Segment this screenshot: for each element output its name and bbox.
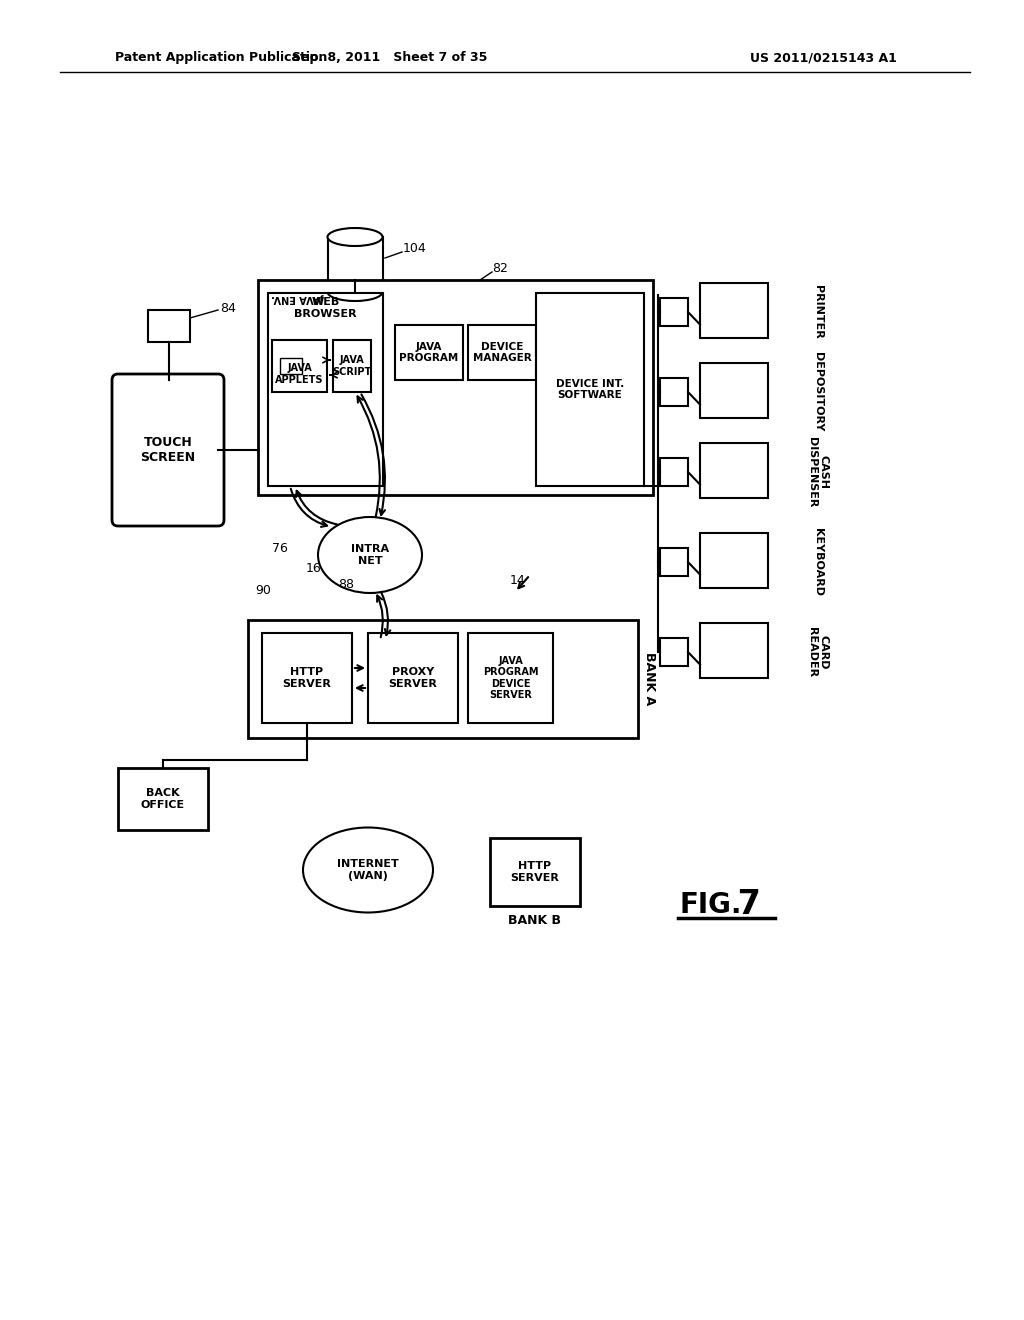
Bar (700, 533, 768, 587)
Text: 7: 7 (726, 888, 761, 921)
Bar (490, 838, 580, 906)
Bar (368, 634, 458, 723)
Bar (118, 768, 208, 830)
Text: BACK
OFFICE: BACK OFFICE (141, 788, 185, 809)
Text: 84: 84 (220, 301, 236, 314)
Text: BANK A: BANK A (643, 652, 656, 706)
Text: US 2011/0215143 A1: US 2011/0215143 A1 (750, 51, 897, 65)
Text: JAVA
PROGRAM
DEVICE
SERVER: JAVA PROGRAM DEVICE SERVER (482, 656, 539, 701)
Bar (468, 634, 553, 723)
Bar (248, 620, 638, 738)
Text: 88: 88 (338, 578, 354, 591)
Text: JAVA
PROGRAM: JAVA PROGRAM (399, 342, 459, 363)
Text: INTRA
NET: INTRA NET (351, 544, 389, 566)
Bar (700, 282, 768, 338)
Text: PROXY
SERVER: PROXY SERVER (388, 667, 437, 689)
Bar (468, 325, 536, 380)
Text: FIG.: FIG. (680, 891, 742, 919)
Text: HTTP
SERVER: HTTP SERVER (283, 667, 332, 689)
Bar (272, 341, 327, 392)
Text: JAVA ENV.: JAVA ENV. (271, 293, 325, 304)
Bar (280, 358, 302, 374)
Text: BANK B: BANK B (509, 913, 561, 927)
Text: 82: 82 (493, 261, 508, 275)
Ellipse shape (318, 517, 422, 593)
Bar (660, 458, 688, 486)
Bar (660, 638, 688, 667)
Text: DEPOSITORY: DEPOSITORY (813, 352, 823, 432)
Text: JAVA
APPLETS: JAVA APPLETS (275, 363, 324, 385)
Bar (328, 238, 383, 292)
Bar (395, 325, 463, 380)
Bar (148, 310, 190, 342)
Bar (660, 378, 688, 407)
Text: 104: 104 (403, 242, 427, 255)
Text: TOUCH
SCREEN: TOUCH SCREEN (140, 436, 196, 465)
Text: 76: 76 (272, 541, 288, 554)
Bar (660, 548, 688, 576)
Text: HTTP
SERVER: HTTP SERVER (511, 861, 559, 883)
Text: CARD
READER: CARD READER (807, 627, 828, 677)
Bar (536, 293, 644, 486)
Text: Sep. 8, 2011   Sheet 7 of 35: Sep. 8, 2011 Sheet 7 of 35 (292, 51, 487, 65)
Text: Patent Application Publication: Patent Application Publication (115, 51, 328, 65)
Bar (660, 298, 688, 326)
Bar (268, 293, 383, 486)
Text: DEVICE INT.
SOFTWARE: DEVICE INT. SOFTWARE (556, 379, 624, 400)
Ellipse shape (303, 828, 433, 912)
Bar (262, 634, 352, 723)
Ellipse shape (328, 228, 383, 246)
Text: PRINTER: PRINTER (813, 285, 823, 339)
Bar (700, 444, 768, 498)
Text: KEYBOARD: KEYBOARD (813, 528, 823, 597)
FancyBboxPatch shape (112, 374, 224, 525)
Bar (700, 363, 768, 418)
Text: JAVA
SCRIPT: JAVA SCRIPT (333, 355, 372, 376)
Text: WEB
BROWSER: WEB BROWSER (294, 297, 356, 319)
Text: 16: 16 (306, 561, 322, 574)
Bar (333, 341, 371, 392)
Bar (700, 623, 768, 678)
Text: 90: 90 (255, 583, 271, 597)
Text: CASH
DISPENSER: CASH DISPENSER (807, 437, 828, 507)
Text: 14: 14 (510, 573, 526, 586)
Text: INTERNET
(WAN): INTERNET (WAN) (337, 859, 399, 880)
Bar (258, 280, 653, 495)
Text: DEVICE
MANAGER: DEVICE MANAGER (473, 342, 531, 363)
